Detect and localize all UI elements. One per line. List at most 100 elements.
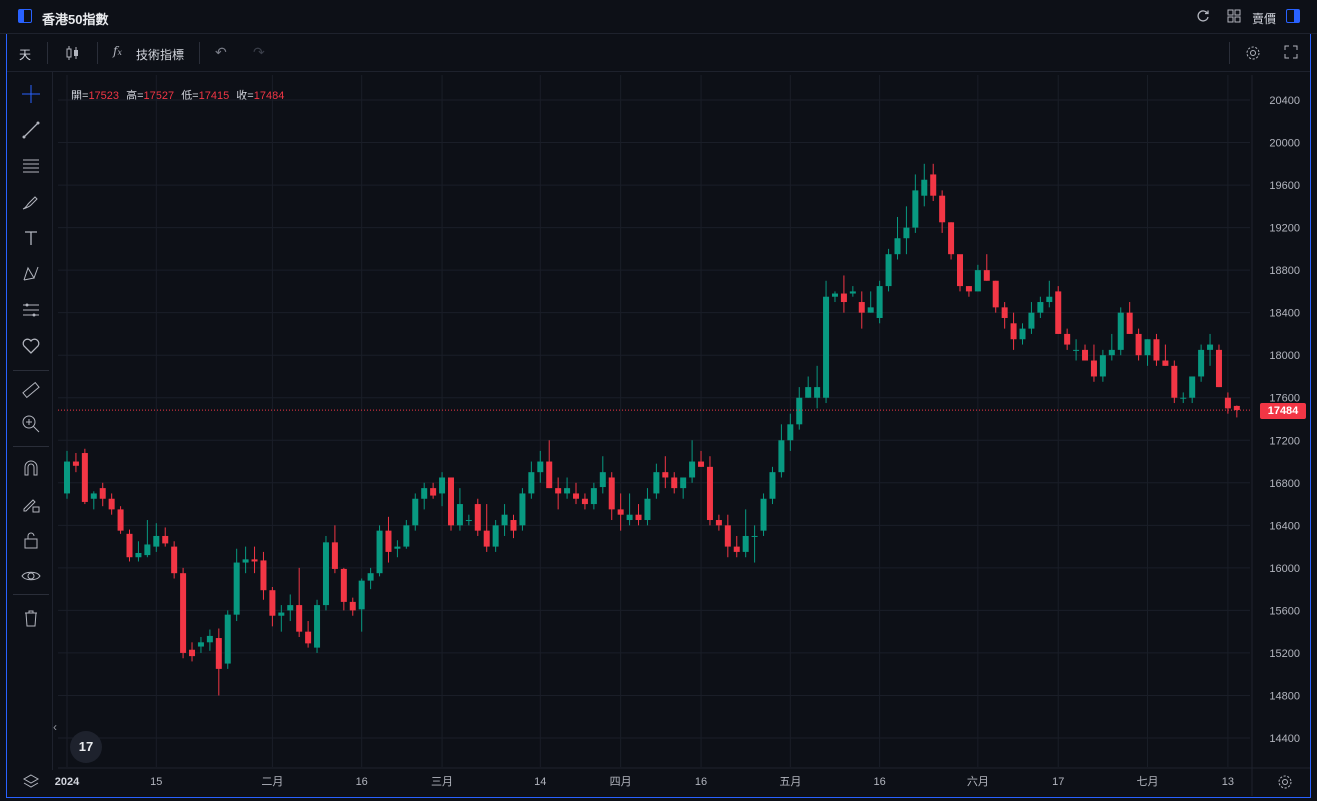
pattern-icon[interactable] xyxy=(21,264,41,284)
settings-gear-icon[interactable] xyxy=(1245,45,1261,63)
candle-body xyxy=(296,605,303,632)
trendline-icon[interactable] xyxy=(21,120,41,140)
candle-body xyxy=(162,535,169,544)
candle-body xyxy=(1108,349,1115,356)
candle-body xyxy=(698,461,705,467)
candle-body xyxy=(171,546,178,574)
candle-body xyxy=(715,520,722,526)
candle-body xyxy=(671,477,678,489)
x-tick-label: 13 xyxy=(1222,776,1234,788)
trash-icon[interactable] xyxy=(21,608,41,628)
candle-body xyxy=(153,535,160,547)
brush-icon[interactable] xyxy=(21,192,41,212)
candle-body xyxy=(742,535,749,552)
candle-body xyxy=(573,493,580,499)
grid-layout-icon[interactable] xyxy=(1227,9,1241,25)
candle-body xyxy=(1153,339,1160,361)
candle-body xyxy=(760,498,767,531)
candle-body xyxy=(1010,323,1017,340)
candle-body xyxy=(751,535,758,537)
left-panel-icon[interactable] xyxy=(18,9,32,23)
candle-body xyxy=(939,195,946,223)
interval-button[interactable]: 天 xyxy=(19,48,32,62)
prediction-icon[interactable] xyxy=(21,300,41,320)
candle-body xyxy=(787,424,794,441)
x-tick-label: 四月 xyxy=(610,776,632,788)
candle-body xyxy=(108,498,115,510)
candle-body xyxy=(912,190,919,228)
x-tick-label: 五月 xyxy=(779,776,801,788)
fullscreen-icon[interactable] xyxy=(1284,45,1298,61)
candle-body xyxy=(965,286,972,292)
candle-body xyxy=(412,498,419,526)
lock-drawing-icon[interactable] xyxy=(21,494,41,514)
heart-icon[interactable] xyxy=(21,336,41,356)
close-value: 17484 xyxy=(253,90,285,102)
candle-body xyxy=(117,509,124,531)
candle-body xyxy=(555,488,562,494)
candle-body xyxy=(519,493,526,526)
candle-body xyxy=(1162,360,1169,366)
y-tick-label: 17600 xyxy=(1269,393,1300,405)
candle-body xyxy=(394,546,401,549)
y-tick-label: 17200 xyxy=(1269,435,1300,447)
redo-icon[interactable]: ↷ xyxy=(253,44,265,60)
x-tick-label: 15 xyxy=(150,776,162,788)
eye-icon[interactable] xyxy=(21,566,41,586)
candle-body xyxy=(1224,397,1231,409)
candle-body xyxy=(858,302,865,313)
parallel-lines-icon[interactable] xyxy=(21,156,41,176)
right-panel-icon[interactable] xyxy=(1286,9,1300,23)
candle-body xyxy=(769,472,776,499)
candle-body xyxy=(974,270,981,292)
tradingview-logo[interactable]: 17 xyxy=(70,731,102,763)
refresh-icon[interactable] xyxy=(1196,9,1210,25)
magnet-icon[interactable] xyxy=(21,458,41,478)
window-title: 香港50指數 xyxy=(42,12,109,27)
crosshair-icon[interactable] xyxy=(21,84,41,104)
candle-body xyxy=(1117,312,1124,350)
candle-body xyxy=(403,525,410,547)
x-tick-label: 三月 xyxy=(431,776,453,788)
unlock-icon[interactable] xyxy=(21,530,41,550)
indicators-button[interactable]: 技術指標 xyxy=(136,48,185,62)
x-tick-label: 七月 xyxy=(1137,775,1159,788)
candle-body xyxy=(474,504,481,531)
function-icon: fx xyxy=(113,44,122,58)
ruler-icon[interactable] xyxy=(21,380,41,400)
candle-body xyxy=(385,530,392,552)
high-label: 高= xyxy=(126,90,144,102)
candle-body xyxy=(305,631,312,644)
toolbar-divider xyxy=(1229,42,1230,64)
candle-body xyxy=(528,472,535,494)
candle-body xyxy=(930,174,937,196)
close-label: 收= xyxy=(236,90,254,102)
candle-body xyxy=(653,472,660,494)
candle-body xyxy=(430,488,437,496)
toolbar-divider xyxy=(199,42,200,64)
candle-body xyxy=(1073,349,1080,351)
layers-icon[interactable] xyxy=(21,772,41,792)
undo-icon[interactable]: ↶ xyxy=(215,44,227,60)
candlestick-type-icon[interactable] xyxy=(65,45,81,63)
x-tick-label: 17 xyxy=(1052,776,1064,788)
window-titlebar: 香港50指數 賣價 xyxy=(0,0,1317,34)
text-icon[interactable] xyxy=(21,228,41,248)
candle-body xyxy=(224,614,231,664)
collapse-arrow-icon[interactable]: ‹ xyxy=(53,720,57,734)
toolbar-divider xyxy=(97,42,98,64)
y-tick-label: 16000 xyxy=(1269,563,1300,575)
y-tick-label: 18800 xyxy=(1269,265,1300,277)
candle-body xyxy=(885,254,892,287)
candle-body xyxy=(367,573,374,581)
candle-body xyxy=(840,293,847,303)
time-axis-settings-icon[interactable] xyxy=(1277,774,1293,790)
candle-body xyxy=(180,573,187,653)
sell-price-label[interactable]: 賣價 xyxy=(1252,12,1277,26)
candle-body xyxy=(1180,397,1187,399)
y-tick-label: 14800 xyxy=(1269,690,1300,702)
y-tick-label: 15200 xyxy=(1269,648,1300,660)
zoom-in-icon[interactable] xyxy=(21,414,41,434)
candle-body xyxy=(903,227,910,239)
